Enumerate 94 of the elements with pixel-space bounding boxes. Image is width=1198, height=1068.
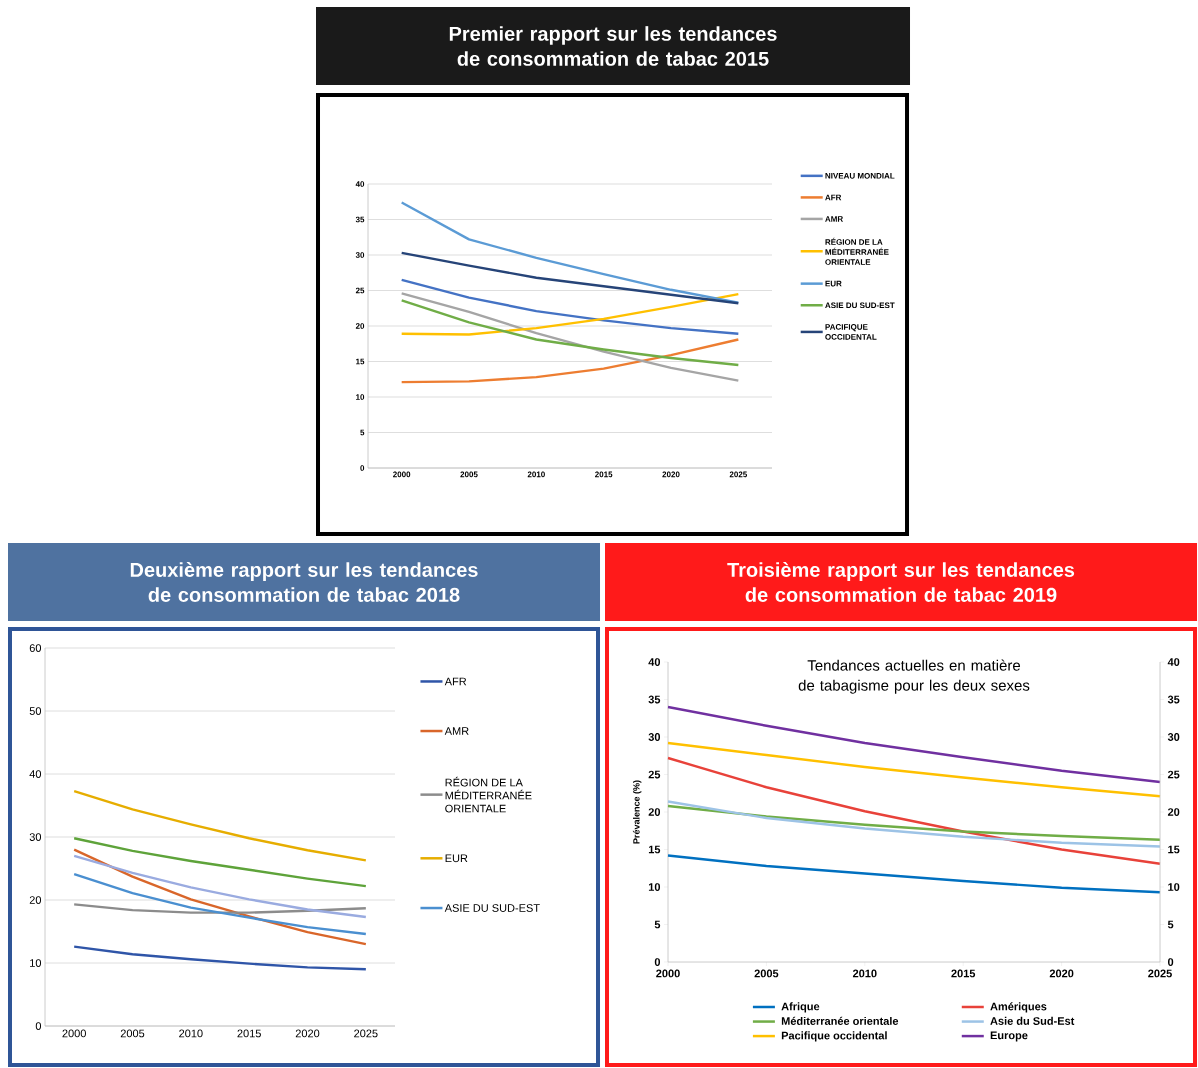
y-tick-label: 20	[355, 323, 365, 329]
line-series	[72, 903, 368, 914]
x-tick-label: 2025	[1148, 969, 1172, 978]
legend-label: PACIFIQUE OCCIDENTAL	[825, 324, 877, 340]
legend-label: Europe	[990, 1031, 1028, 1042]
line-series	[666, 804, 1162, 841]
y-tick-label: 15	[356, 358, 365, 365]
line-series	[72, 848, 368, 946]
x-tick-label: 2010	[852, 969, 877, 978]
line-series	[400, 292, 740, 382]
line-series	[666, 854, 1162, 894]
legend-label: EUR	[445, 854, 468, 863]
y2-tick-label: 10	[1168, 883, 1180, 891]
legend-label: RÉGION DE LA MÉDITERRANÉE ORIENTALE	[445, 776, 532, 813]
y-tick-label: 5	[654, 920, 661, 929]
line-series	[400, 338, 740, 384]
y2-tick-label: 15	[1168, 845, 1180, 854]
y-axis-title: Prévalence (%)	[632, 780, 642, 844]
legend-label: Méditerranée orientale	[781, 1016, 899, 1025]
line-series	[72, 945, 368, 971]
chart-subtitle: Tendances actuelles en matière de tabagisme pour les deux sexes	[798, 659, 1030, 694]
line-series	[400, 292, 740, 336]
y-tick-label: 30	[648, 733, 661, 741]
line-series	[666, 756, 1162, 865]
legend-label: AFR	[444, 677, 467, 686]
y2-tick-label: 20	[1167, 808, 1180, 816]
chart-title: Troisième rapport sur les tendances de consommation de tabac 2019	[727, 562, 1075, 602]
x-tick-label: 2000	[656, 969, 680, 978]
y-tick-label: 40	[29, 770, 42, 778]
y2-tick-label: 5	[1167, 920, 1174, 929]
legend-label: AMR	[825, 216, 843, 222]
legend-label: AMR	[444, 727, 469, 735]
x-tick-label: 2020	[295, 1029, 320, 1038]
y-tick-label: 30	[29, 833, 42, 841]
line-series	[72, 854, 368, 919]
x-tick-label: 2005	[460, 471, 478, 478]
legend-label: EUR	[825, 280, 842, 287]
x-tick-label: 2005	[754, 969, 779, 978]
y-tick-label: 40	[355, 181, 365, 187]
x-tick-label: 2010	[527, 471, 545, 478]
y2-tick-label: 25	[1167, 770, 1180, 779]
legend-label: AFR	[825, 194, 842, 201]
y-tick-label: 25	[355, 287, 365, 294]
y-tick-label: 0	[360, 465, 365, 471]
line-series	[72, 872, 368, 936]
x-tick-label: 2015	[237, 1029, 261, 1038]
line-series	[400, 278, 740, 336]
legend-label: Amériques	[990, 1002, 1047, 1013]
x-tick-label: 2005	[120, 1029, 145, 1038]
y-tick-label: 10	[356, 394, 365, 400]
legend-label: ASIE DU SUD-EST	[825, 302, 895, 309]
y-tick-label: 10	[30, 959, 42, 967]
y2-tick-label: 30	[1167, 733, 1180, 741]
line-series	[72, 837, 368, 888]
legend-label: Afrique	[781, 1002, 820, 1013]
y-tick-label: 25	[648, 770, 661, 779]
y2-tick-label: 0	[1167, 958, 1174, 966]
y-tick-label: 15	[648, 845, 661, 854]
y-tick-label: 20	[648, 808, 661, 816]
line-series	[400, 201, 740, 304]
line-series	[666, 741, 1162, 798]
x-tick-label: 2025	[729, 471, 748, 478]
x-tick-label: 2025	[354, 1029, 378, 1038]
y-tick-label: 40	[648, 658, 661, 666]
legend-label: NIVEAU MONDIAL	[825, 173, 895, 179]
legend-label: Pacifique occidental	[781, 1031, 887, 1042]
y-tick-label: 60	[29, 644, 42, 652]
y-tick-label: 20	[29, 896, 42, 904]
y2-tick-label: 35	[1167, 695, 1180, 704]
line-series	[666, 705, 1162, 784]
x-tick-label: 2020	[662, 471, 680, 478]
x-tick-label: 2015	[595, 471, 613, 478]
y-tick-label: 5	[360, 429, 365, 436]
line-series	[72, 789, 368, 862]
x-tick-label: 2000	[62, 1029, 86, 1038]
y-tick-label: 0	[35, 1022, 42, 1030]
x-tick-label: 2000	[393, 471, 411, 478]
chart-title: Deuxième rapport sur les tendances de consommation de tabac 2018	[130, 562, 478, 602]
chart-title: Premier rapport sur les tendances de consommation de tabac 2015	[449, 26, 777, 66]
y2-tick-label: 40	[1167, 658, 1180, 666]
y-tick-label: 0	[654, 958, 661, 966]
y-tick-label: 50	[29, 707, 42, 715]
line-series	[400, 299, 740, 367]
x-tick-label: 2020	[1049, 969, 1074, 978]
x-tick-label: 2010	[179, 1029, 203, 1038]
legend-label: Asie du Sud-Est	[990, 1016, 1075, 1025]
y-tick-label: 10	[648, 883, 661, 891]
legend-label: ASIE DU SUD-EST	[444, 904, 540, 912]
y-tick-label: 35	[648, 695, 661, 704]
y-tick-label: 30	[355, 252, 365, 258]
line-series	[666, 800, 1162, 848]
x-tick-label: 2015	[951, 969, 976, 978]
y-tick-label: 35	[355, 216, 365, 223]
legend-label: RÉGION DE LA MÉDITERRANÉE ORIENTALE	[825, 237, 889, 265]
